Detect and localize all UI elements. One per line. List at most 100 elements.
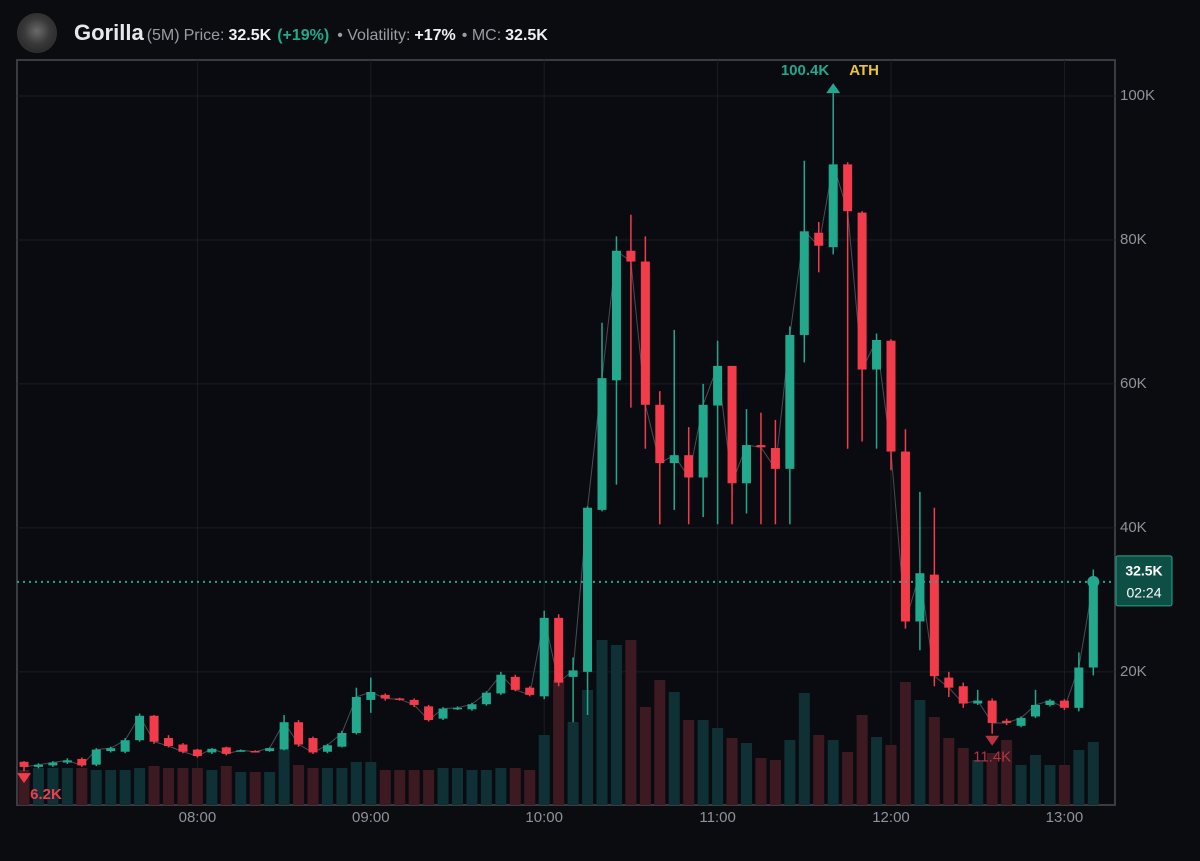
candle-body bbox=[742, 445, 751, 484]
candle-body bbox=[1074, 667, 1084, 708]
volume-bar bbox=[278, 750, 290, 805]
candle-body bbox=[539, 617, 549, 697]
volume-bar bbox=[538, 735, 550, 805]
candle-body bbox=[886, 340, 896, 452]
x-tick-label: 09:00 bbox=[352, 809, 390, 826]
last-price-dot bbox=[1087, 575, 1100, 588]
candle-body bbox=[915, 573, 925, 622]
volume-bar bbox=[466, 770, 478, 805]
volume-bar bbox=[336, 768, 348, 805]
candle-body bbox=[453, 707, 462, 710]
volume-bar bbox=[235, 772, 247, 805]
volume-bar bbox=[119, 770, 131, 805]
candle-body bbox=[308, 738, 318, 753]
candle-body bbox=[900, 451, 910, 622]
volume-bar bbox=[639, 707, 651, 805]
candle-body bbox=[48, 762, 58, 766]
x-tick-label: 12:00 bbox=[872, 809, 910, 826]
y-tick-label: 20K bbox=[1120, 663, 1147, 680]
volume-bar bbox=[220, 766, 232, 805]
candle-body bbox=[178, 744, 188, 752]
marker-arrow bbox=[17, 773, 31, 784]
volume-bar bbox=[191, 768, 203, 805]
volume-bar bbox=[76, 768, 88, 805]
marker-note: ATH bbox=[849, 62, 879, 79]
volume-bar bbox=[1044, 765, 1056, 805]
candle-body bbox=[424, 706, 434, 721]
volume-bar bbox=[871, 737, 883, 805]
volume-bar bbox=[148, 766, 160, 805]
candle-body bbox=[19, 761, 29, 767]
volume-bar bbox=[1058, 765, 1070, 805]
candle-body bbox=[568, 670, 578, 677]
candle-body bbox=[192, 749, 202, 757]
volume-bar bbox=[293, 765, 305, 805]
candle-body bbox=[640, 261, 650, 405]
candle-body bbox=[929, 574, 939, 677]
candle-body bbox=[785, 334, 795, 469]
header-row: Gorilla (5M) Price: 32.5K (+19%) • Volat… bbox=[74, 20, 554, 46]
volume-bar bbox=[683, 720, 695, 805]
price-tag bbox=[1115, 555, 1173, 607]
header: Gorilla (5M) Price: 32.5K (+19%) • Volat… bbox=[0, 0, 1200, 60]
candle-body bbox=[684, 455, 694, 478]
price: 32.5K bbox=[228, 27, 272, 44]
candle-body bbox=[554, 617, 564, 683]
candle-body bbox=[655, 404, 665, 464]
volume-bar bbox=[249, 772, 261, 805]
x-tick-label: 11:00 bbox=[699, 809, 735, 826]
candle-body bbox=[510, 676, 520, 690]
candle-body bbox=[698, 404, 708, 478]
candle-body bbox=[713, 365, 723, 406]
volume-bar bbox=[567, 722, 579, 805]
volume-bar bbox=[1030, 755, 1041, 805]
price-label: Price: bbox=[183, 27, 225, 44]
candle-body bbox=[828, 164, 838, 248]
volume-bar bbox=[321, 768, 333, 805]
volume-bar bbox=[423, 770, 435, 805]
mc: 32.5K bbox=[505, 27, 548, 44]
volume-bar bbox=[755, 758, 767, 805]
volume-bar bbox=[509, 768, 521, 805]
candle-body bbox=[525, 687, 535, 695]
volume-bar bbox=[1087, 742, 1099, 805]
volume-bar bbox=[697, 720, 709, 805]
volume-bar bbox=[914, 700, 926, 805]
candle-body bbox=[106, 748, 116, 752]
avatar[interactable] bbox=[17, 13, 57, 53]
volume-bar bbox=[741, 743, 752, 805]
volume-bar bbox=[524, 770, 536, 805]
volume-bar bbox=[437, 768, 449, 805]
volume-bar bbox=[610, 645, 622, 805]
change: (+19%) bbox=[277, 27, 330, 44]
candle-body bbox=[1059, 700, 1069, 708]
volume-bar bbox=[553, 680, 565, 805]
volume-bar bbox=[827, 740, 839, 805]
candle-body bbox=[843, 164, 853, 212]
volume-bar bbox=[842, 752, 854, 805]
candle-body bbox=[756, 445, 766, 448]
volume-bar bbox=[972, 760, 984, 805]
x-tick-label: 10:00 bbox=[525, 809, 563, 826]
candle-body bbox=[669, 455, 679, 464]
x-tick-label: 08:00 bbox=[179, 809, 217, 826]
volume-bar bbox=[1001, 740, 1013, 805]
volume-bar bbox=[986, 753, 998, 805]
volume-bar bbox=[813, 735, 825, 805]
volume-bar bbox=[957, 748, 969, 805]
candle-body bbox=[626, 250, 636, 262]
candle-body bbox=[799, 231, 809, 335]
volume-bar bbox=[625, 640, 637, 805]
volume-bar bbox=[582, 690, 594, 805]
candle-body bbox=[583, 507, 593, 672]
candle-body bbox=[395, 698, 405, 700]
volume-bar bbox=[596, 640, 608, 805]
candle-body bbox=[221, 747, 231, 754]
candle-body bbox=[944, 677, 954, 688]
candle-body bbox=[973, 700, 983, 704]
candle-body bbox=[135, 715, 145, 741]
candle-body bbox=[1016, 717, 1026, 726]
candle-body bbox=[77, 758, 87, 766]
volume-bar bbox=[856, 715, 868, 805]
